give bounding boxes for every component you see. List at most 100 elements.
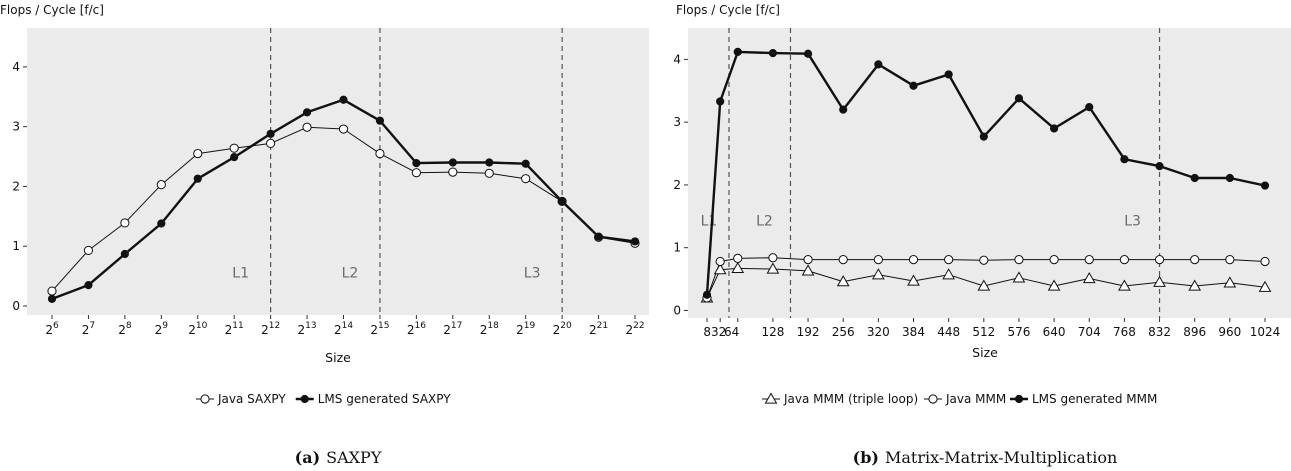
saxpy-point-java-saxpy	[266, 138, 276, 148]
saxpy-point-lms-generated-saxpy	[230, 153, 239, 162]
mmm-caption-label: (b)	[853, 448, 879, 467]
saxpy-y-tick-label: 4	[12, 60, 20, 74]
saxpy-x-tick-label: 213	[298, 321, 317, 337]
mmm-series-lines	[705, 50, 1266, 299]
mmm-x-tick-label: 576	[1007, 325, 1030, 339]
saxpy-point-lms-generated-saxpy	[558, 197, 567, 206]
mmm-point-lms-generated-mmm	[1050, 124, 1059, 133]
mmm-point-lms-generated-mmm	[1014, 94, 1024, 103]
saxpy-point-lms-generated-saxpy	[485, 158, 494, 167]
mmm-x-tick-label: 768	[1113, 325, 1136, 339]
mmm-caption: (b) Matrix-Matrix-Multiplication	[853, 448, 1118, 467]
mmm-y-axis: 0 1 2 3 4	[673, 52, 688, 317]
mmm-x-axis-title: Size	[972, 345, 998, 360]
saxpy-point-java-saxpy	[120, 218, 130, 228]
saxpy-x-tick-label: 217	[443, 321, 462, 337]
saxpy-cache-label-l3: L3	[524, 265, 541, 281]
saxpy-point-lms-generated-saxpy	[302, 108, 312, 117]
mmm-x-tick-label: 512	[972, 325, 995, 339]
saxpy-point-java-saxpy	[83, 245, 94, 256]
mmm-x-tick-label: 448	[937, 325, 960, 339]
mmm-x-tick-label: 704	[1078, 325, 1101, 339]
mmm-point-lms-generated-mmm	[716, 97, 725, 106]
saxpy-point-java-saxpy	[338, 124, 349, 134]
mmm-caption-title: Matrix-Matrix-Multiplication	[885, 448, 1117, 467]
mmm-point-java-mmm	[838, 255, 848, 265]
saxpy-x-tick-label: 27	[82, 321, 95, 337]
saxpy-point-lms-generated-saxpy	[375, 116, 385, 125]
saxpy-x-tick-label: 28	[118, 321, 132, 337]
saxpy-point-java-saxpy	[521, 174, 531, 184]
mmm-x-tick-label: 1024	[1250, 325, 1281, 339]
saxpy-point-lms-generated-saxpy	[157, 219, 166, 228]
mmm-point-java-mmm	[1225, 255, 1235, 265]
saxpy-cache-label-l1: L1	[232, 265, 249, 281]
saxpy-y-axis-title: Flops / Cycle [f/c]	[0, 3, 104, 17]
saxpy-caption: (a) SAXPY	[295, 448, 382, 467]
mmm-point-java-mmm	[908, 255, 919, 265]
mmm-point-java-mmm-triple-loop	[1047, 279, 1061, 291]
saxpy-x-tick-label: 214	[334, 321, 353, 337]
saxpy-x-tick-label: 29	[155, 321, 169, 337]
saxpy-x-tick-label: 220	[553, 321, 572, 337]
mmm-point-java-mmm	[768, 253, 778, 263]
saxpy-x-tick-label: 26	[45, 321, 59, 337]
mmm-x-tick-label: 128	[761, 325, 784, 339]
saxpy-point-lms-generated-saxpy	[630, 237, 640, 246]
mmm-x-tick-label: 32	[711, 325, 726, 339]
mmm-point-java-mmm	[1190, 255, 1200, 265]
mmm-point-java-mmm	[1084, 255, 1094, 265]
mmm-point-java-mmm	[1260, 256, 1270, 267]
mmm-series-points	[700, 47, 1272, 303]
mmm-plot-background	[688, 28, 1291, 318]
saxpy-x-tick-label: 215	[370, 321, 389, 337]
saxpy-x-axis: 26 27 28 29 210 211 212 213 214 215 216 217 218 219 22…	[45, 315, 645, 337]
panel-saxpy: Flops / Cycle [f/c] 0 1 2 3 4 26 27 28 29 210 211…	[0, 3, 649, 467]
mmm-x-tick-label: 320	[867, 325, 890, 339]
saxpy-y-tick-label: 3	[12, 120, 20, 134]
mmm-point-lms-generated-mmm	[768, 49, 778, 58]
saxpy-x-tick-label: 216	[407, 321, 426, 337]
mmm-y-tick-label: 4	[673, 52, 681, 66]
saxpy-y-tick-label: 2	[12, 179, 20, 193]
mmm-y-tick-label: 0	[673, 303, 681, 317]
saxpy-x-tick-label: 218	[480, 321, 499, 337]
mmm-point-lms-generated-mmm	[1190, 173, 1199, 183]
mmm-x-tick-label: 256	[832, 325, 855, 339]
mmm-point-java-mmm-triple-loop	[1188, 279, 1202, 291]
mmm-point-lms-generated-mmm	[874, 60, 883, 69]
mmm-point-java-mmm-triple-loop	[1082, 271, 1096, 284]
saxpy-point-lms-generated-saxpy	[47, 294, 57, 303]
mmm-line-java-mmm	[706, 257, 1266, 299]
mmm-point-java-mmm-triple-loop	[766, 262, 780, 274]
mmm-x-tick-label: 960	[1218, 325, 1241, 339]
mmm-point-java-mmm-triple-loop	[713, 263, 727, 275]
mmm-point-lms-generated-mmm	[839, 105, 848, 114]
saxpy-x-tick-label: 210	[188, 321, 207, 337]
mmm-cache-label-l3: L3	[1124, 214, 1141, 230]
mmm-point-java-mmm	[715, 256, 725, 267]
mmm-point-lms-generated-mmm	[1225, 173, 1234, 183]
saxpy-plot-background	[27, 28, 649, 315]
mmm-point-lms-generated-mmm	[1085, 102, 1094, 112]
saxpy-x-tick-label: 221	[589, 321, 608, 337]
mmm-y-axis-title: Flops / Cycle [f/c]	[676, 3, 780, 17]
saxpy-x-tick-label: 212	[261, 321, 280, 337]
mmm-legend-label-lms-generated-mmm: LMS generated MMM	[1032, 392, 1157, 406]
saxpy-point-java-saxpy	[193, 148, 203, 159]
saxpy-point-lms-generated-saxpy	[193, 174, 202, 183]
mmm-x-tick-label: 64	[724, 325, 739, 339]
mmm-x-tick-label: 832	[1148, 325, 1171, 339]
saxpy-point-lms-generated-saxpy	[448, 158, 457, 167]
saxpy-point-java-saxpy	[484, 168, 494, 178]
saxpy-point-lms-generated-saxpy	[120, 249, 129, 259]
mmm-point-java-mmm-triple-loop	[801, 264, 815, 276]
saxpy-point-lms-generated-saxpy	[521, 159, 530, 168]
mmm-point-java-mmm-triple-loop	[942, 268, 956, 280]
mmm-point-java-mmm	[1119, 255, 1130, 265]
mmm-point-java-mmm-triple-loop	[836, 275, 850, 287]
saxpy-point-lms-generated-saxpy	[412, 159, 421, 168]
saxpy-point-lms-generated-saxpy	[266, 129, 275, 138]
mmm-point-lms-generated-mmm	[979, 132, 988, 141]
